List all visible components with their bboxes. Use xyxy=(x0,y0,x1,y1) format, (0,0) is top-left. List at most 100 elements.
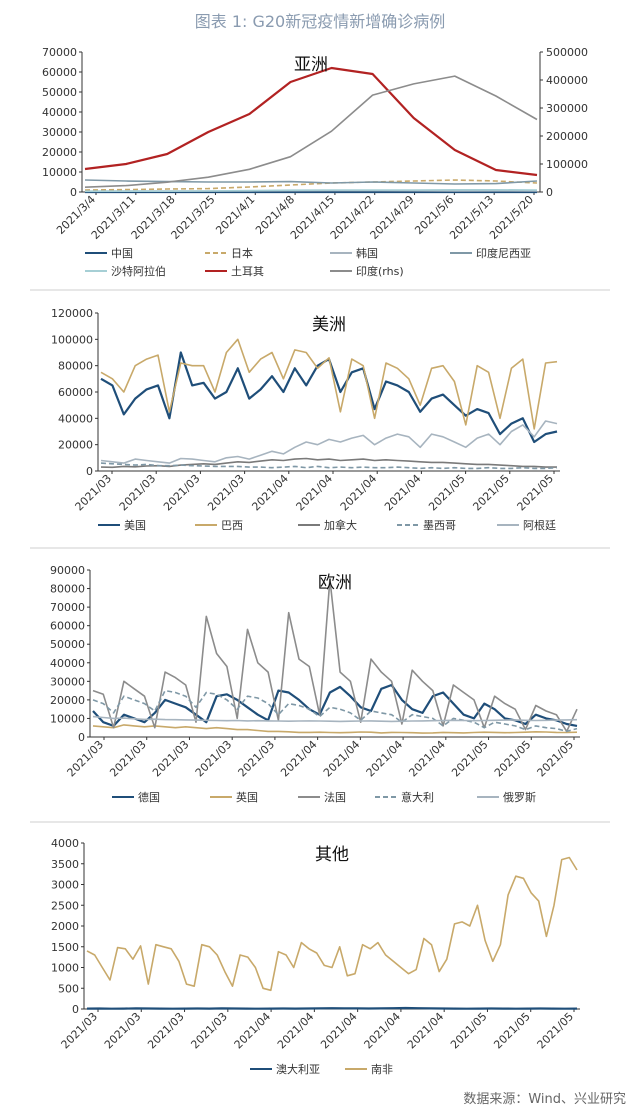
legend-label: 印度(rhs) xyxy=(356,264,404,278)
y-tick-label: 1500 xyxy=(51,941,79,954)
y-tick-label: 60000 xyxy=(58,386,93,399)
y-tick-label: 30000 xyxy=(42,126,77,139)
x-tick-label: 2021/04 xyxy=(321,738,363,780)
series-line-5 xyxy=(92,715,578,723)
x-tick-label: 2021/03 xyxy=(188,1010,230,1052)
x-tick-label: 2021/05 xyxy=(426,472,468,514)
y-tick-label: 90000 xyxy=(50,564,85,577)
y-tick-label: 50000 xyxy=(42,86,77,99)
series-line-2 xyxy=(92,724,578,734)
y-tick-label: 20000 xyxy=(42,146,77,159)
y-tick-label: 4000 xyxy=(51,837,79,850)
y-tick-label: 0 xyxy=(86,465,93,478)
y-tick-label: 2000 xyxy=(51,920,79,933)
x-tick-label: 2021/03 xyxy=(117,472,159,514)
x-tick-label: 2021/04 xyxy=(249,472,291,514)
y-tick-label: 50000 xyxy=(50,638,85,651)
x-tick-label: 2021/04 xyxy=(232,1010,274,1052)
legend-label: 印度尼西亚 xyxy=(476,246,531,260)
x-tick-label: 2021/03 xyxy=(102,1010,144,1052)
y2-tick-label: 200000 xyxy=(546,130,588,143)
series-line-1 xyxy=(92,683,578,728)
x-tick-label: 2021/04 xyxy=(362,1010,404,1052)
series-line-3 xyxy=(92,578,578,733)
series-line-4 xyxy=(92,689,578,733)
legend-label: 日本 xyxy=(231,246,253,260)
series-line-4 xyxy=(84,179,538,185)
x-tick-label: 2021/04 xyxy=(405,1010,447,1052)
legend-label: 澳大利亚 xyxy=(276,1062,320,1076)
y-tick-label: 60000 xyxy=(50,620,85,633)
y-tick-label: 0 xyxy=(70,186,77,199)
chart-title: 其他 xyxy=(315,845,349,865)
x-tick-label: 2021/03 xyxy=(161,472,203,514)
y-tick-label: 1000 xyxy=(51,962,79,975)
legend-label: 沙特阿拉伯 xyxy=(111,264,166,278)
x-tick-label: 2021/05 xyxy=(535,1010,577,1052)
x-tick-label: 2021/05 xyxy=(448,1010,490,1052)
y-tick-label: 40000 xyxy=(50,657,85,670)
y-tick-label: 80000 xyxy=(58,360,93,373)
legend-label: 俄罗斯 xyxy=(503,791,536,804)
x-tick-label: 2021/05 xyxy=(470,472,512,514)
x-tick-label: 2021/05 xyxy=(515,472,557,514)
legend-label: 巴西 xyxy=(221,519,243,532)
y2-tick-label: 300000 xyxy=(546,102,588,115)
x-tick-label: 2021/03 xyxy=(65,738,107,780)
y-tick-label: 20000 xyxy=(58,439,93,452)
legend-label: 阿根廷 xyxy=(523,518,556,532)
y-tick-label: 3000 xyxy=(51,879,79,892)
x-tick-label: 2021/05 xyxy=(535,738,577,780)
x-tick-label: 2021/03 xyxy=(205,472,247,514)
y-tick-label: 10000 xyxy=(50,712,85,725)
legend-label: 中国 xyxy=(111,247,133,260)
legend-label: 南非 xyxy=(371,1063,393,1076)
figure-title: 图表 1: G20新冠疫情新增确诊病例 xyxy=(194,12,446,31)
legend-label: 韩国 xyxy=(356,246,378,260)
x-tick-label: 2021/03 xyxy=(150,738,192,780)
series-line-4 xyxy=(100,462,558,470)
chart-panel-1: 0 10000 20000 30000 40000 50000 60000 70000 0 100… xyxy=(42,46,588,278)
x-tick-label: 2021/4/1 xyxy=(213,193,257,237)
y-tick-label: 120000 xyxy=(51,307,93,320)
legend-label: 土耳其 xyxy=(231,265,264,278)
x-tick-label: 2021/05 xyxy=(449,738,491,780)
y-tick-label: 40000 xyxy=(58,412,93,425)
y2-tick-label: 400000 xyxy=(546,74,588,87)
y-tick-label: 20000 xyxy=(50,694,85,707)
chart-title: 欧洲 xyxy=(318,573,352,593)
x-tick-label: 2021/03 xyxy=(73,472,115,514)
y-tick-label: 0 xyxy=(72,1003,79,1016)
series-line-2 xyxy=(84,179,538,191)
series-line-2 xyxy=(86,856,578,992)
y-tick-label: 80000 xyxy=(50,583,85,596)
x-tick-label: 2021/04 xyxy=(382,472,424,514)
source-note: 数据来源：Wind、兴业研究 xyxy=(463,1092,626,1107)
series-line-2 xyxy=(100,338,558,430)
chart-panel-3: 0 10000 20000 30000 40000 50000 60000 70000 8000… xyxy=(50,564,580,804)
y-tick-label: 500 xyxy=(58,982,79,995)
legend-label: 德国 xyxy=(138,790,160,804)
y-tick-label: 100000 xyxy=(51,333,93,346)
chart-title: 亚洲 xyxy=(294,55,328,75)
x-tick-label: 2021/04 xyxy=(294,472,336,514)
x-tick-label: 2021/03 xyxy=(236,738,278,780)
y-tick-label: 40000 xyxy=(42,106,77,119)
legend-label: 墨西哥 xyxy=(423,519,456,532)
chart-panel-2: 0 20000 40000 60000 80000 100000 120000 2021/03… xyxy=(51,307,560,532)
x-tick-label: 2021/03 xyxy=(107,738,149,780)
x-tick-label: 2021/03 xyxy=(59,1010,101,1052)
x-tick-label: 2021/04 xyxy=(275,1010,317,1052)
legend-label: 加拿大 xyxy=(324,518,357,532)
y2-tick-label: 0 xyxy=(546,186,553,199)
y-tick-label: 10000 xyxy=(42,166,77,179)
x-tick-label: 2021/04 xyxy=(406,738,448,780)
legend-label: 法国 xyxy=(324,790,346,804)
y-tick-label: 70000 xyxy=(50,601,85,614)
y-tick-label: 60000 xyxy=(42,66,77,79)
y-tick-label: 3500 xyxy=(51,858,79,871)
series-line-5 xyxy=(100,420,558,464)
x-tick-label: 2021/03 xyxy=(193,738,235,780)
